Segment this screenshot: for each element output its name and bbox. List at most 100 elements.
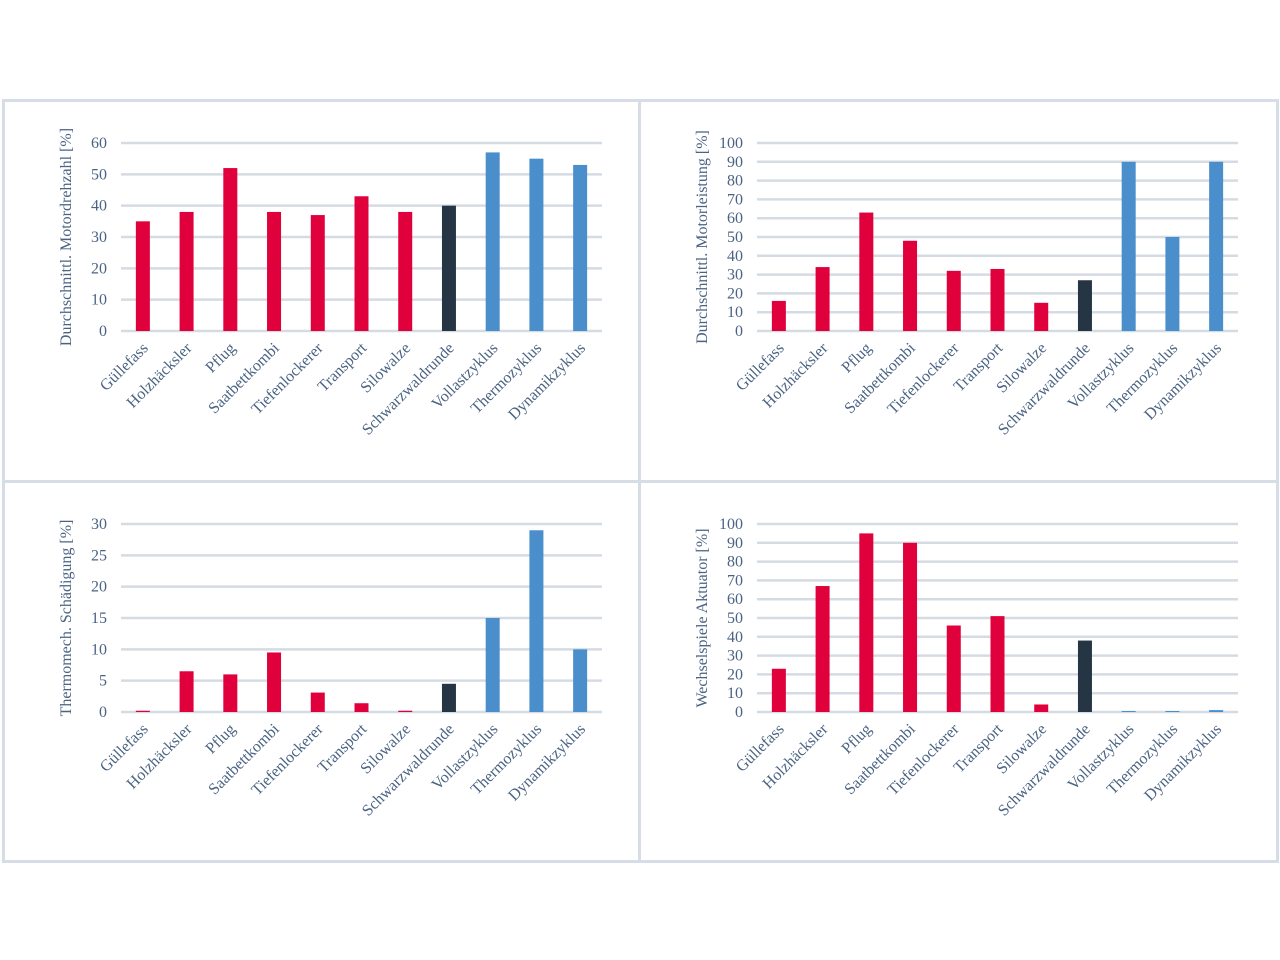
bar-güllefass <box>135 221 150 331</box>
bar-transport <box>354 196 369 331</box>
y-tick-label: 0 <box>99 704 107 721</box>
bar-vollastzyklus <box>1121 161 1136 331</box>
bar-holzhäcksler <box>179 671 194 712</box>
y-tick-label: 40 <box>91 198 107 215</box>
x-tick-label: Pflug <box>839 340 876 377</box>
bar-dynamikzyklus <box>573 164 588 331</box>
y-tick-label: 60 <box>727 210 743 227</box>
y-tick-label: 20 <box>91 579 107 596</box>
bar-schwarzwaldrunde <box>1077 640 1092 712</box>
bar-schwarzwaldrunde <box>441 683 456 712</box>
y-tick-label: 50 <box>727 229 743 246</box>
bar-güllefass <box>771 300 786 331</box>
y-axis-label: Durchschnittl. Motordrehzahl [%] <box>58 128 75 346</box>
y-tick-label: 90 <box>727 535 743 552</box>
y-tick-label: 10 <box>91 641 107 658</box>
y-axis-label: Thermomech. Schädigung [%] <box>58 520 75 717</box>
bar-vollastzyklus <box>485 152 500 331</box>
y-tick-label: 40 <box>727 248 743 265</box>
y-tick-label: 60 <box>91 135 107 152</box>
bar-transport <box>354 703 369 712</box>
bar-thermozyklus <box>529 158 544 331</box>
y-tick-label: 5 <box>99 673 107 690</box>
y-tick-label: 80 <box>727 554 743 571</box>
bar-silowalze <box>1034 302 1049 331</box>
x-tick-label: Dynamikzyklus <box>1141 721 1225 805</box>
bar-vollastzyklus <box>485 618 500 712</box>
y-tick-label: 100 <box>719 516 743 533</box>
y-tick-label: 0 <box>735 704 743 721</box>
y-tick-label: 100 <box>719 135 743 152</box>
y-tick-label: 20 <box>91 260 107 277</box>
x-tick-label: Pflug <box>203 340 240 377</box>
bar-transport <box>990 616 1005 712</box>
y-tick-label: 10 <box>727 304 743 321</box>
y-tick-label: 0 <box>735 323 743 340</box>
bar-saatbettkombi <box>903 240 918 331</box>
y-tick-label: 15 <box>91 610 107 627</box>
bar-pflug <box>859 533 874 712</box>
y-tick-label: 0 <box>99 323 107 340</box>
bar-pflug <box>223 674 238 712</box>
bar-silowalze <box>398 211 413 331</box>
y-tick-label: 20 <box>727 666 743 683</box>
bar-saatbettkombi <box>267 211 282 331</box>
chart-motordrehzahl: 0 10 20 30 40 50 60 Durchschnittl. Motordrehzah… <box>58 128 602 439</box>
y-tick-label: 30 <box>91 516 107 533</box>
y-tick-label: 30 <box>727 267 743 284</box>
bar-thermozyklus <box>1165 237 1180 331</box>
bar-tiefenlockerer <box>946 270 961 331</box>
y-axis-label: Durchschnittl. Motorleistung [%] <box>694 130 711 344</box>
x-tick-label: Pflug <box>839 721 876 758</box>
bar-holzhäcksler <box>815 267 830 331</box>
y-tick-label: 70 <box>727 191 743 208</box>
y-tick-label: 10 <box>91 292 107 309</box>
y-tick-label: 50 <box>727 610 743 627</box>
bar-silowalze <box>1034 704 1049 712</box>
bar-pflug <box>859 212 874 331</box>
bar-schwarzwaldrunde <box>441 205 456 331</box>
bar-güllefass <box>135 710 150 712</box>
y-tick-label: 40 <box>727 629 743 646</box>
chart-panel-motordrehzahl: 0 10 20 30 40 50 60 Durchschnittl. Motordrehzah… <box>2 99 641 483</box>
bar-silowalze <box>398 710 413 712</box>
y-tick-label: 30 <box>91 229 107 246</box>
y-axis-label: Wechselspiele Aktuator [%] <box>694 528 711 707</box>
bar-thermozyklus <box>1165 711 1180 712</box>
bar-thermozyklus <box>529 530 544 712</box>
bar-tiefenlockerer <box>310 692 325 712</box>
y-tick-label: 25 <box>91 547 107 564</box>
bar-tiefenlockerer <box>946 625 961 712</box>
y-tick-label: 50 <box>91 166 107 183</box>
chart-panel-schaedigung: 0 5 10 15 20 25 30 Thermomech. Schädigung [%] Gü… <box>2 480 641 863</box>
bar-holzhäcksler <box>179 211 194 331</box>
y-tick-label: 30 <box>727 648 743 665</box>
y-tick-label: 60 <box>727 591 743 608</box>
y-tick-label: 90 <box>727 154 743 171</box>
x-tick-label: Dynamikzyklus <box>1141 340 1225 424</box>
y-tick-label: 20 <box>727 285 743 302</box>
y-tick-label: 70 <box>727 572 743 589</box>
bar-güllefass <box>771 668 786 712</box>
x-tick-label: Dynamikzyklus <box>505 721 589 805</box>
y-tick-label: 10 <box>727 685 743 702</box>
bar-dynamikzyklus <box>1209 710 1224 712</box>
y-tick-label: 80 <box>727 173 743 190</box>
chart-panel-motorleistung: 0 10 20 30 40 50 60 70 80 90 100 Durchschnittl. Mot… <box>638 99 1279 483</box>
bar-schwarzwaldrunde <box>1077 280 1092 331</box>
x-tick-label: Dynamikzyklus <box>505 340 589 424</box>
bar-pflug <box>223 168 238 331</box>
bar-dynamikzyklus <box>573 649 588 712</box>
bar-transport <box>990 268 1005 331</box>
bar-dynamikzyklus <box>1209 161 1224 331</box>
bar-vollastzyklus <box>1121 711 1136 712</box>
bar-saatbettkombi <box>267 652 282 712</box>
bar-saatbettkombi <box>903 542 918 712</box>
x-tick-label: Pflug <box>203 721 240 758</box>
bar-holzhäcksler <box>815 586 830 712</box>
bar-tiefenlockerer <box>310 215 325 331</box>
chart-panel-wechselspiele: 0 10 20 30 40 50 60 70 80 90 100 Wechselspiele Aktu… <box>638 480 1279 863</box>
